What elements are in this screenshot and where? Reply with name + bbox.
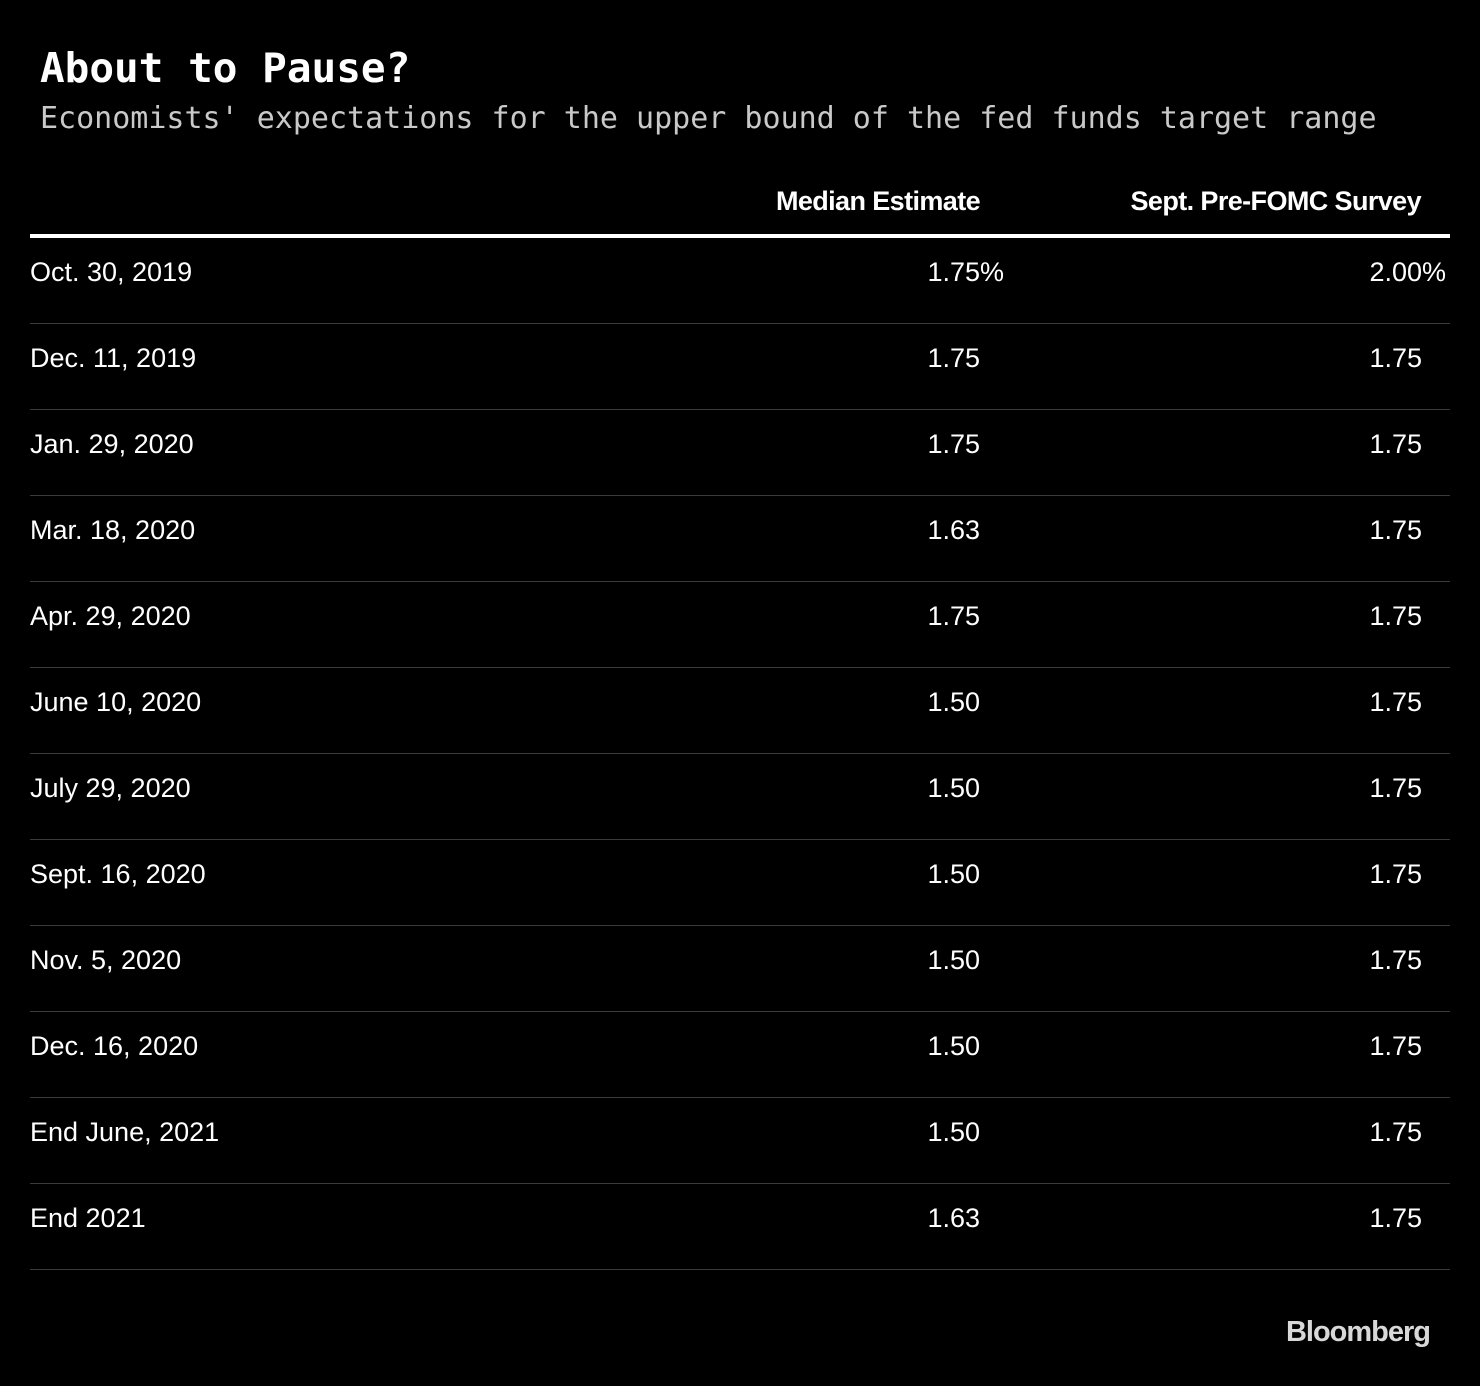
median-estimate-number: 1.63	[927, 1203, 980, 1233]
header-divider	[30, 234, 1450, 238]
row-label: July 29, 2020	[30, 773, 191, 803]
survey-number: 1.75	[1369, 945, 1422, 975]
row-label: Mar. 18, 2020	[30, 515, 196, 545]
row-label: Sept. 16, 2020	[30, 859, 206, 889]
survey-value: 1.75	[1369, 1012, 1422, 1080]
survey-number: 1.75	[1369, 601, 1422, 631]
median-estimate-number: 1.50	[927, 687, 980, 717]
table-row: Sept. 16, 2020 1.50 1.75	[30, 840, 1450, 926]
median-estimate-value: 1.50	[927, 1012, 980, 1080]
percent-suffix: %	[1422, 257, 1447, 287]
survey-number: 1.75	[1369, 343, 1422, 373]
survey-value: 2.00%	[1369, 238, 1446, 306]
column-header-median-estimate: Median Estimate	[775, 186, 981, 216]
survey-number: 1.75	[1369, 1203, 1422, 1233]
row-label: Nov. 5, 2020	[30, 945, 182, 975]
median-estimate-value: 1.63	[927, 1184, 980, 1252]
survey-number: 2.00	[1369, 257, 1422, 287]
median-estimate-value: 1.50	[927, 754, 980, 822]
median-estimate-value: 1.63	[927, 496, 980, 564]
median-estimate-number: 1.75	[927, 257, 980, 287]
table-row: Dec. 16, 2020 1.50 1.75	[30, 1012, 1450, 1098]
table-row: Nov. 5, 2020 1.50 1.75	[30, 926, 1450, 1012]
median-estimate-value: 1.75	[927, 582, 980, 650]
median-estimate-value: 1.50	[927, 668, 980, 736]
median-estimate-value: 1.50	[927, 926, 980, 994]
median-estimate-number: 1.75	[927, 343, 980, 373]
median-estimate-value: 1.50	[927, 1098, 980, 1166]
survey-value: 1.75	[1369, 668, 1422, 736]
row-label: End June, 2021	[30, 1117, 220, 1147]
survey-number: 1.75	[1369, 1117, 1422, 1147]
median-estimate-number: 1.50	[927, 1117, 980, 1147]
column-header-sept-pre-fomc-survey: Sept. Pre-FOMC Survey	[1130, 186, 1422, 216]
survey-number: 1.75	[1369, 515, 1422, 545]
bloomberg-logo: Bloomberg	[1285, 1316, 1431, 1348]
survey-number: 1.75	[1369, 773, 1422, 803]
chart-subtitle: Economists' expectations for the upper b…	[40, 101, 1377, 136]
table-row: Apr. 29, 2020 1.75 1.75	[30, 582, 1450, 668]
survey-value: 1.75	[1369, 496, 1422, 564]
row-label: Dec. 16, 2020	[30, 1031, 199, 1061]
survey-value: 1.75	[1369, 840, 1422, 908]
row-label: End 2021	[30, 1203, 146, 1233]
median-estimate-value: 1.75	[927, 410, 980, 478]
row-label: Apr. 29, 2020	[30, 601, 191, 631]
table-row: July 29, 2020 1.50 1.75	[30, 754, 1450, 840]
survey-number: 1.75	[1369, 429, 1422, 459]
table-row: June 10, 2020 1.50 1.75	[30, 668, 1450, 754]
median-estimate-number: 1.50	[927, 773, 980, 803]
row-label: Oct. 30, 2019	[30, 257, 193, 287]
survey-value: 1.75	[1369, 754, 1422, 822]
row-label: June 10, 2020	[30, 687, 202, 717]
table-row: End June, 2021 1.50 1.75	[30, 1098, 1450, 1184]
median-estimate-number: 1.63	[927, 515, 980, 545]
median-estimate-number: 1.75	[927, 429, 980, 459]
survey-value: 1.75	[1369, 410, 1422, 478]
table-row: Dec. 11, 2019 1.75 1.75	[30, 324, 1450, 410]
survey-value: 1.75	[1369, 582, 1422, 650]
table-row: Mar. 18, 2020 1.63 1.75	[30, 496, 1450, 582]
median-estimate-value: 1.75	[927, 324, 980, 392]
table-row: Jan. 29, 2020 1.75 1.75	[30, 410, 1450, 496]
median-estimate-value: 1.50	[927, 840, 980, 908]
table-row: End 2021 1.63 1.75	[30, 1184, 1450, 1270]
row-label: Jan. 29, 2020	[30, 429, 194, 459]
median-estimate-number: 1.50	[927, 859, 980, 889]
survey-value: 1.75	[1369, 1098, 1422, 1166]
survey-value: 1.75	[1369, 324, 1422, 392]
table-row: Oct. 30, 2019 1.75% 2.00%	[30, 238, 1450, 324]
survey-value: 1.75	[1369, 926, 1422, 994]
survey-value: 1.75	[1369, 1184, 1422, 1252]
percent-suffix: %	[980, 257, 1005, 287]
median-estimate-number: 1.50	[927, 945, 980, 975]
row-label: Dec. 11, 2019	[30, 343, 197, 373]
table-body: Oct. 30, 2019 1.75% 2.00% Dec. 11, 2019 1.75…	[30, 238, 1450, 1270]
survey-number: 1.75	[1369, 687, 1422, 717]
chart-title: About to Pause?	[40, 44, 411, 92]
survey-number: 1.75	[1369, 1031, 1422, 1061]
median-estimate-number: 1.50	[927, 1031, 980, 1061]
median-estimate-number: 1.75	[927, 601, 980, 631]
survey-number: 1.75	[1369, 859, 1422, 889]
median-estimate-value: 1.75%	[927, 238, 1004, 306]
